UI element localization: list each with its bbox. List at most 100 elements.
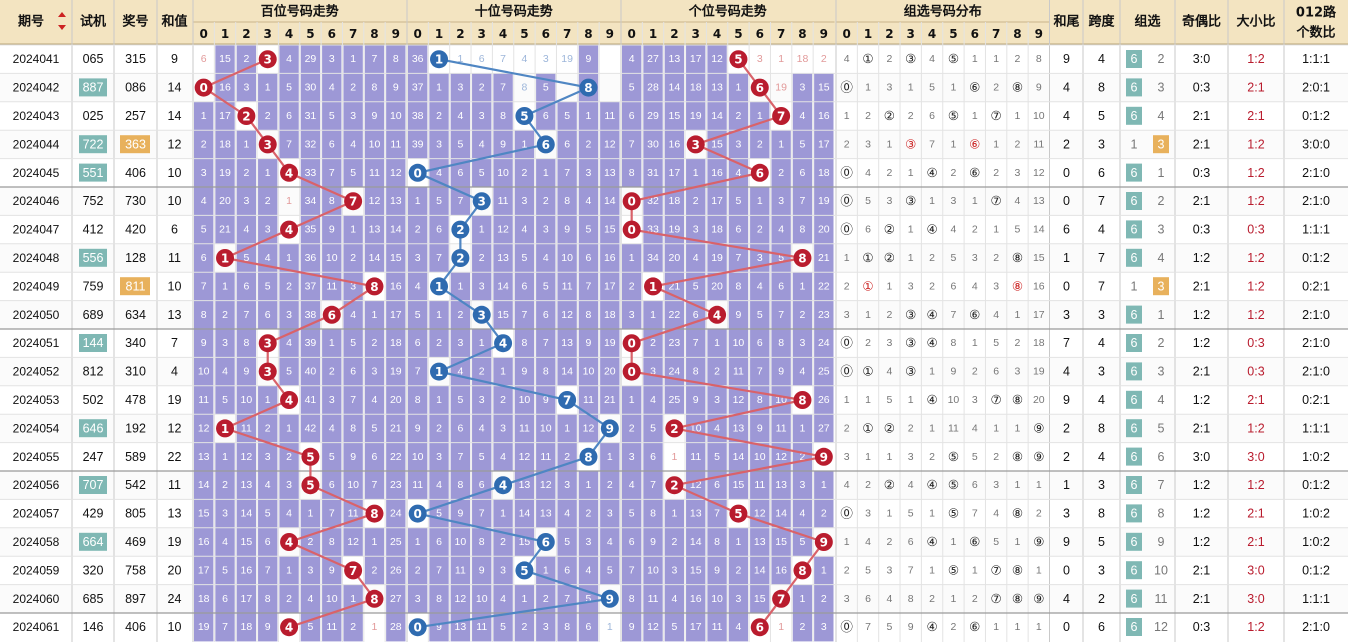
missing-count: 3 — [800, 82, 806, 94]
missing-count: 5 — [350, 337, 356, 349]
group-missing-count: 1 — [1015, 536, 1021, 548]
missing-count: 1 — [800, 593, 806, 605]
missing-count: 12 — [540, 479, 552, 491]
big-small-value: 2:1 — [1247, 393, 1264, 407]
units-ball-digit: 8 — [798, 564, 806, 578]
hundreds-ball-digit: 7 — [349, 564, 357, 578]
missing-count: 7 — [372, 53, 378, 65]
sort-desc-icon[interactable] — [58, 25, 66, 30]
issue-number: 2024043 — [13, 109, 60, 123]
missing-count: 3 — [479, 394, 485, 406]
missing-count: 8 — [479, 536, 485, 548]
sum-value: 10 — [168, 166, 182, 180]
hundreds-header-digit: 4 — [285, 27, 293, 41]
group-missing-count: 7 — [865, 621, 871, 633]
stat-bar — [215, 442, 235, 642]
missing-count: 2 — [372, 337, 378, 349]
missing-count: 3 — [286, 309, 292, 321]
tens-ball-digit: 1 — [435, 280, 443, 294]
test-number: 722 — [83, 137, 104, 151]
hundreds-ball-digit: 0 — [199, 81, 207, 95]
group-missing-count: 3 — [886, 564, 892, 576]
hundreds-header-digit: 7 — [349, 27, 357, 41]
hundreds-ball-digit: 1 — [221, 422, 229, 436]
missing-count: 8 — [564, 195, 570, 207]
group-hit-digit: ③ — [905, 137, 916, 151]
missing-count: 12 — [198, 422, 210, 434]
missing-count: 7 — [800, 195, 806, 207]
group-missing-count: 2 — [972, 593, 978, 605]
route-value: 1:0:2 — [1302, 535, 1330, 549]
missing-count: 4 — [222, 366, 228, 378]
missing-count: 17 — [669, 167, 681, 179]
group-missing-count: 3 — [951, 195, 957, 207]
group-header-digit: 7 — [992, 27, 1000, 41]
group-hit-digit: ② — [884, 478, 895, 492]
missing-count: 12 — [519, 451, 531, 463]
prize-number: 469 — [125, 535, 146, 549]
units-ball-digit: 5 — [734, 53, 742, 67]
span-value: 6 — [1098, 620, 1105, 634]
missing-count: 12 — [775, 451, 787, 463]
sum-tail-value: 0 — [1063, 620, 1070, 634]
missing-count: 19 — [818, 195, 830, 207]
missing-count: 36 — [412, 53, 424, 65]
hundreds-ball — [258, 362, 277, 381]
tens-header-digit: 6 — [542, 27, 550, 41]
hundreds-ball — [280, 391, 299, 409]
missing-count: 4 — [693, 252, 699, 264]
missing-count: 20 — [390, 394, 402, 406]
missing-count: 2 — [800, 621, 806, 633]
units-ball — [729, 50, 748, 69]
cell-layer: 2024041 065 315 9 6 15 2 4 29 3 1 7 8 36 1 6 7 4 3 19 9 4 27 13… — [13, 50, 1330, 636]
missing-count: 2 — [821, 53, 827, 65]
missing-count: 9 — [693, 394, 699, 406]
missing-count: 11 — [540, 451, 551, 463]
group-missing-count: 1 — [951, 593, 957, 605]
missing-count: 12 — [241, 451, 253, 463]
missing-count: 23 — [669, 337, 681, 349]
missing-count: 1 — [821, 564, 827, 576]
missing-count: 3 — [522, 195, 528, 207]
group3-value: 3 — [1158, 223, 1165, 237]
span-value: 6 — [1098, 166, 1105, 180]
test-badge — [79, 248, 107, 267]
route-value: 0:1:2 — [1302, 251, 1330, 265]
missing-count: 7 — [243, 309, 249, 321]
sum-tail-value: 4 — [1063, 592, 1070, 606]
missing-count: 2 — [757, 224, 763, 236]
stat-bar — [707, 45, 727, 301]
missing-count: 40 — [305, 366, 317, 378]
hundreds-ball-digit: 3 — [264, 53, 272, 67]
missing-count: 7 — [201, 280, 207, 292]
missing-count: 5 — [586, 224, 592, 236]
missing-count: 10 — [540, 422, 552, 434]
missing-count: 8 — [629, 593, 635, 605]
group-missing-count: 1 — [972, 195, 978, 207]
units-ball-digit: 0 — [627, 365, 635, 379]
group-missing-count: 5 — [993, 536, 999, 548]
missing-count: 12 — [604, 138, 616, 150]
missing-count: 6 — [522, 280, 528, 292]
missing-count: 8 — [629, 167, 635, 179]
group6-value: 6 — [1131, 194, 1138, 208]
missing-count: 3 — [457, 337, 463, 349]
missing-count: 18 — [818, 167, 830, 179]
group-header-digit: 5 — [949, 27, 957, 41]
tens-ball-digit: 9 — [606, 422, 614, 436]
group-missing-count: 1 — [1015, 309, 1021, 321]
missing-count: 2 — [671, 536, 677, 548]
sort-asc-icon[interactable] — [58, 12, 66, 17]
group3-value: 2 — [1158, 194, 1165, 208]
group-header-digit: 0 — [842, 27, 850, 41]
missing-count: 1 — [286, 564, 292, 576]
sum-tail-value: 1 — [1063, 251, 1070, 265]
stat-bar — [514, 130, 535, 557]
group-hit-digit: ④ — [926, 478, 937, 492]
units-ball — [772, 107, 791, 125]
group6-value: 6 — [1131, 421, 1138, 435]
missing-count: 11 — [583, 394, 594, 406]
big-small-value: 2:1 — [1247, 507, 1264, 521]
missing-count: 6 — [757, 337, 763, 349]
